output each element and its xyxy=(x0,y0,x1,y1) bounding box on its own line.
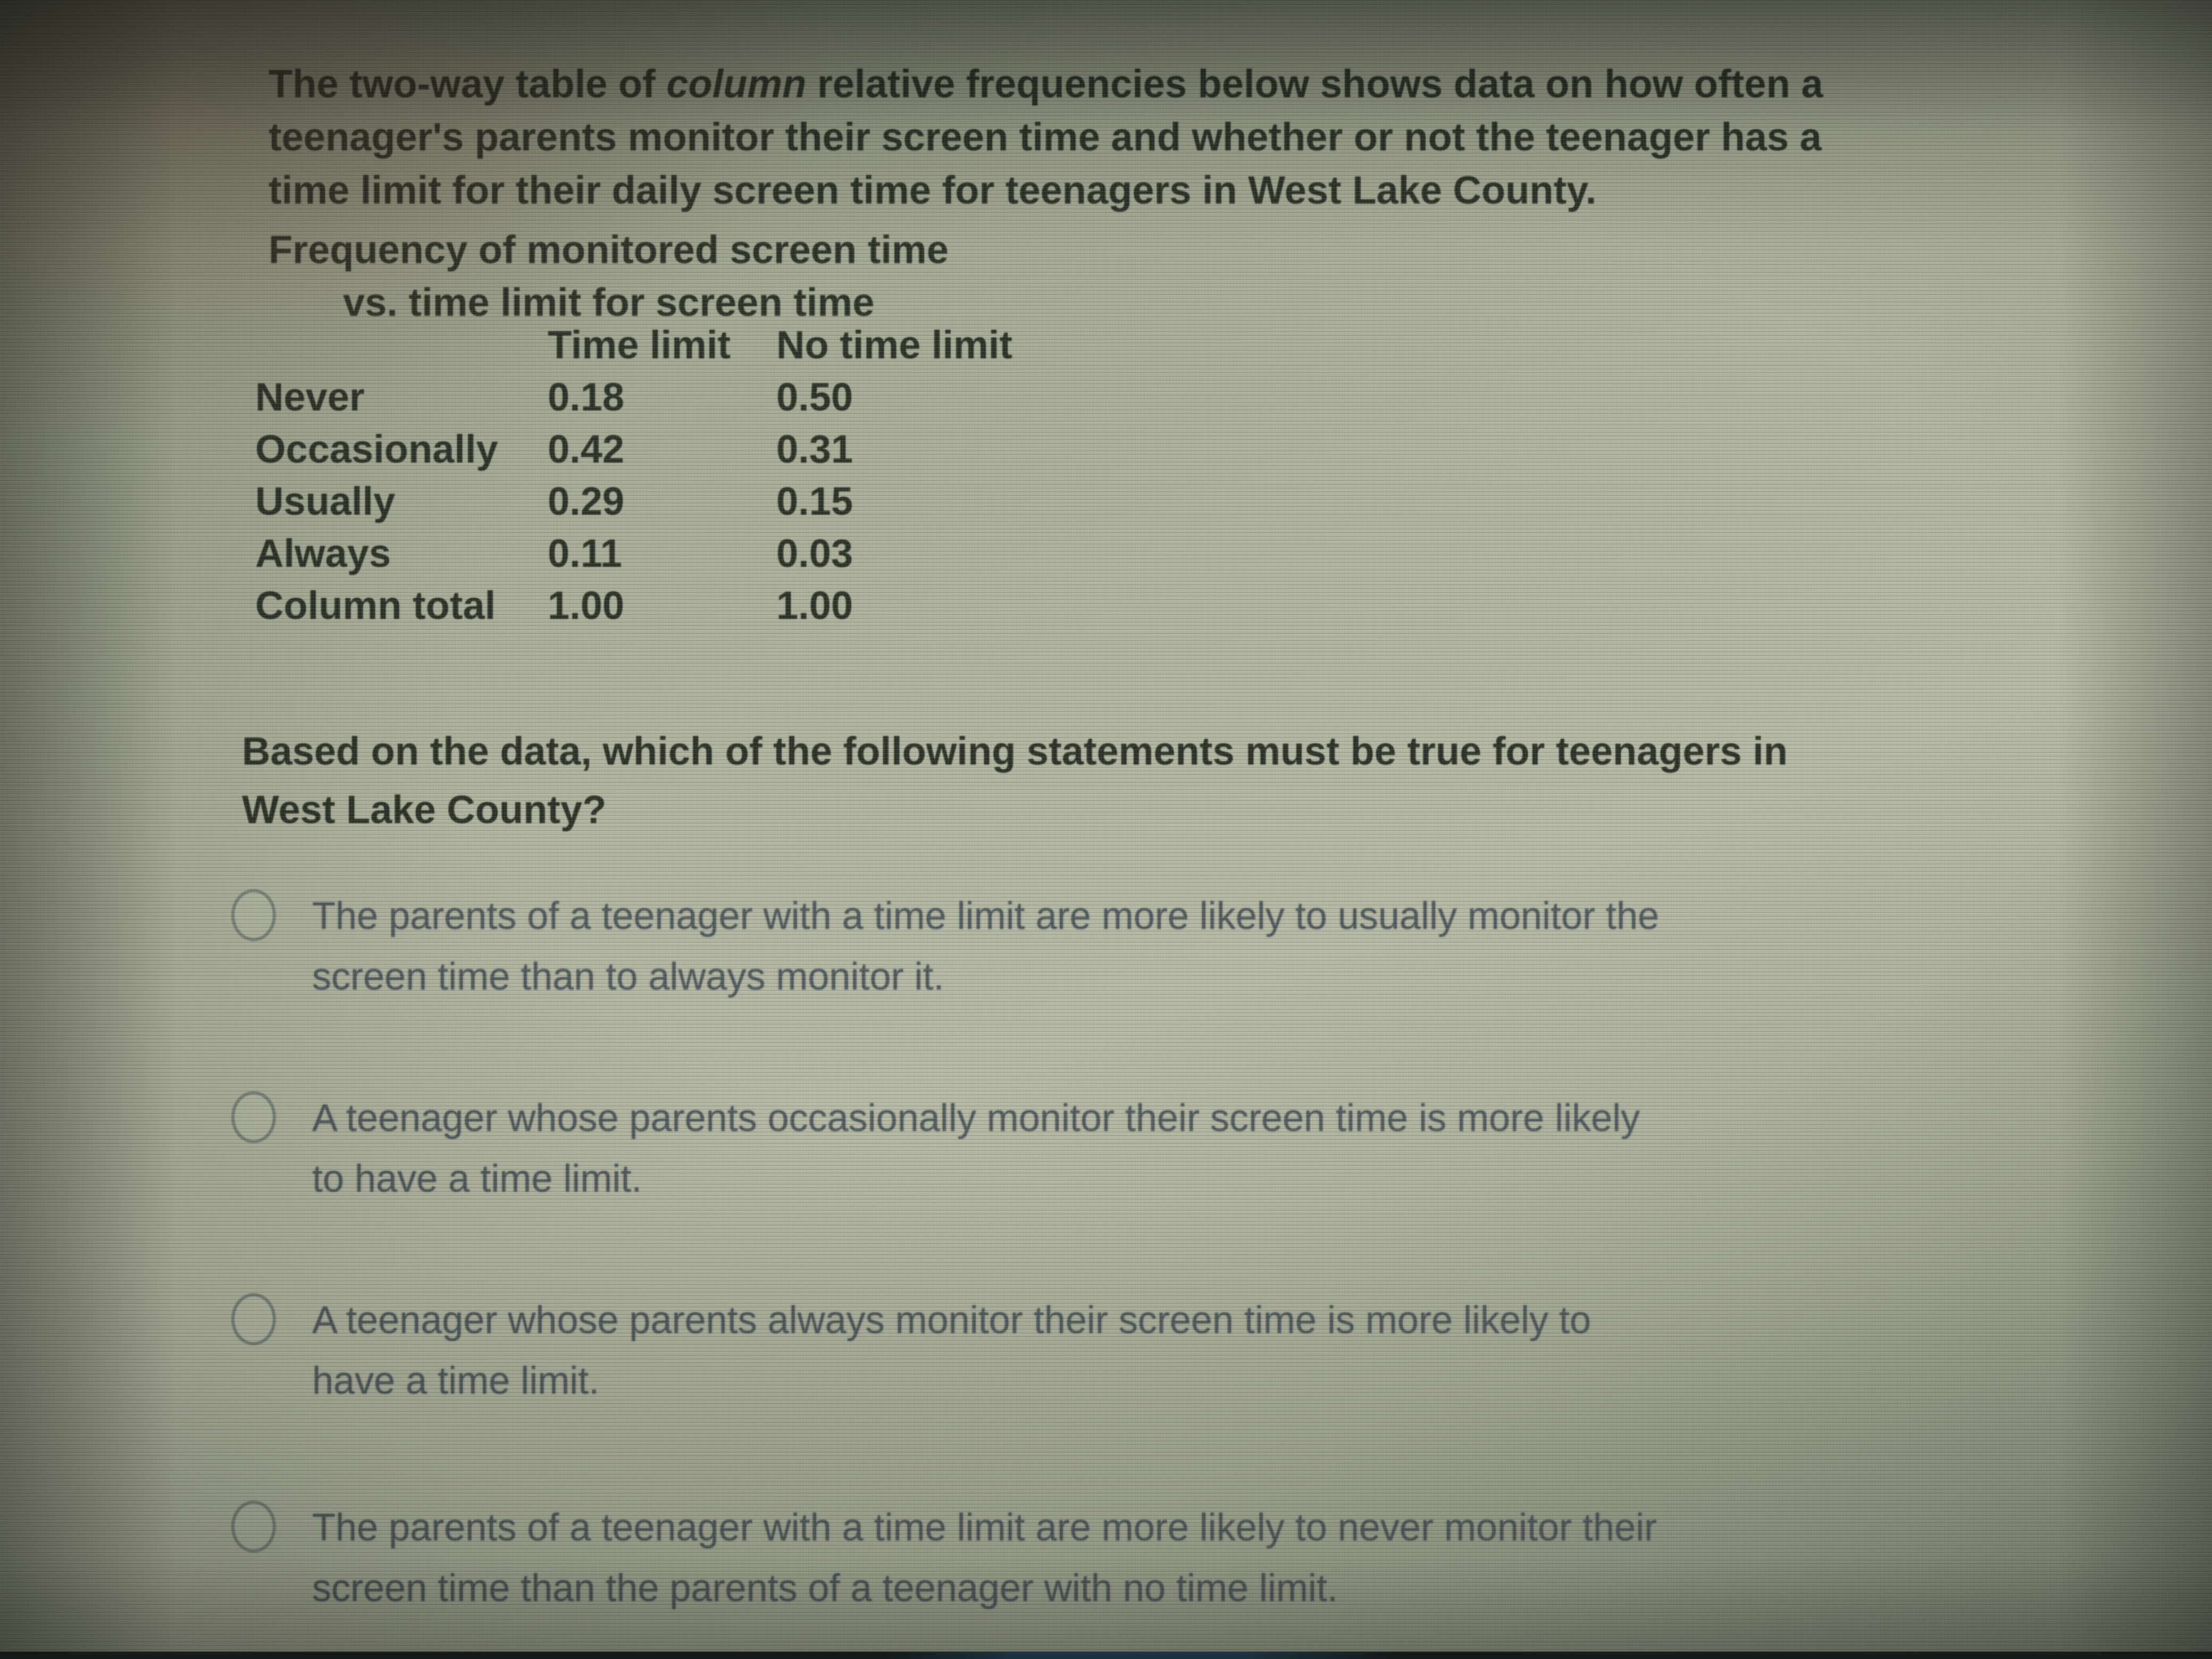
table-title-line-2: vs. time limit for screen time xyxy=(343,280,875,324)
table-row: Occasionally 0.42 0.31 xyxy=(255,423,1074,475)
intro-line-2: teenager's parents monitor their screen … xyxy=(269,115,1822,159)
table-row: Never 0.18 0.50 xyxy=(255,371,1074,423)
row-label: Column total xyxy=(255,583,496,627)
table-title: Frequency of monitored screen time vs. t… xyxy=(269,223,949,329)
choice-text: A teenager whose parents occasionally mo… xyxy=(312,1097,1640,1200)
table-corner-cell xyxy=(255,319,548,371)
cell-value: 0.18 xyxy=(548,375,625,419)
question-intro-paragraph: The two-way table of column relative fre… xyxy=(269,57,1823,217)
two-way-frequency-table: Time limit No time limit Never 0.18 0.50… xyxy=(255,319,1074,632)
table-title-line-1: Frequency of monitored screen time xyxy=(269,228,949,272)
choice-text: The parents of a teenager with a time li… xyxy=(312,1506,1657,1610)
question-line-1: Based on the data, which of the followin… xyxy=(242,729,1788,773)
cell-value: 0.29 xyxy=(548,479,625,523)
answer-choice-4[interactable]: The parents of a teenager with a time li… xyxy=(231,1497,1657,1619)
cell-value: 0.15 xyxy=(776,479,853,523)
column-header-time-limit: Time limit xyxy=(548,323,731,367)
row-label: Occasionally xyxy=(255,427,498,471)
answer-choice-1[interactable]: The parents of a teenager with a time li… xyxy=(231,886,1659,1007)
radio-button-icon[interactable] xyxy=(231,1293,276,1345)
question-prompt: Based on the data, which of the followin… xyxy=(242,722,1788,839)
table-total-row: Column total 1.00 1.00 xyxy=(255,580,1074,632)
cell-value: 1.00 xyxy=(776,583,853,627)
cell-value: 0.42 xyxy=(548,427,625,471)
table-row: Always 0.11 0.03 xyxy=(255,527,1074,580)
cell-value: 1.00 xyxy=(548,583,625,627)
column-header-no-time-limit: No time limit xyxy=(776,323,1013,367)
row-label: Never xyxy=(255,375,365,419)
question-line-2: West Lake County? xyxy=(242,787,607,832)
cell-value: 0.03 xyxy=(776,531,853,575)
cell-value: 0.31 xyxy=(776,427,853,471)
table-header-row: Time limit No time limit xyxy=(255,319,1074,371)
radio-button-icon[interactable] xyxy=(231,1091,276,1143)
cell-value: 0.11 xyxy=(548,531,622,575)
radio-button-icon[interactable] xyxy=(231,1501,276,1553)
answer-choice-2[interactable]: A teenager whose parents occasionally mo… xyxy=(231,1088,1640,1209)
screen-bottom-bezel-edge xyxy=(0,1652,2212,1659)
row-label: Always xyxy=(255,531,391,575)
intro-line-1: The two-way table of column relative fre… xyxy=(269,62,1823,106)
choice-text: A teenager whose parents always monitor … xyxy=(312,1299,1591,1402)
radio-button-icon[interactable] xyxy=(231,889,276,941)
intro-line-3: time limit for their daily screen time f… xyxy=(269,168,1597,212)
cell-value: 0.50 xyxy=(776,375,853,419)
answer-choice-3[interactable]: A teenager whose parents always monitor … xyxy=(231,1290,1591,1411)
table-row: Usually 0.29 0.15 xyxy=(255,475,1074,527)
choice-text: The parents of a teenager with a time li… xyxy=(312,895,1660,998)
row-label: Usually xyxy=(255,479,396,523)
intro-italic-word: column xyxy=(666,62,807,106)
